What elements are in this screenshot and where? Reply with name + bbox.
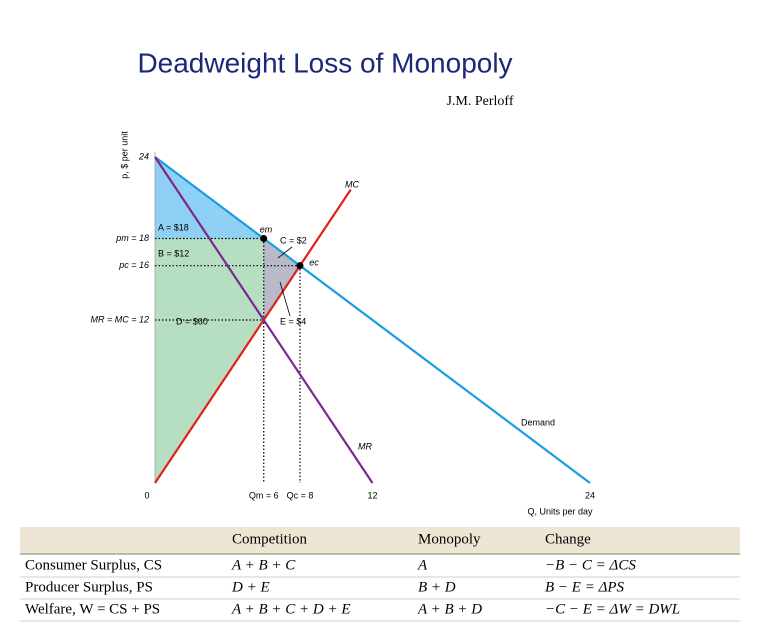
plot: MR = MC = 12 pc = 16 pm = 18 24 0 Qm = 6 Qc = … xyxy=(90,151,595,500)
x-tick-label: Qm = 6 xyxy=(249,490,279,500)
series-label: MR xyxy=(358,441,372,451)
leader xyxy=(279,281,291,317)
point-label: em xyxy=(260,224,273,234)
y-tick-label: MR = MC = 12 xyxy=(90,314,149,324)
table-cell: A xyxy=(417,557,428,573)
producer-surplus-area xyxy=(155,238,264,483)
x-tick-label: 0 xyxy=(144,490,149,500)
table-cell: −C − E = ΔW = DWL xyxy=(545,601,680,617)
y-axis-label: p, $ per unit xyxy=(119,131,129,179)
table-cell: A + B + C + D + E xyxy=(231,601,351,617)
table-cell: A + B + D xyxy=(417,601,482,617)
table-cell: A + B + C xyxy=(231,557,296,573)
point-label: ec xyxy=(309,257,319,267)
x-tick-label: Qc = 8 xyxy=(287,490,314,500)
y-tick-label: 24 xyxy=(138,151,149,161)
series-label: Demand xyxy=(521,417,555,427)
y-tick-label: pc = 16 xyxy=(118,260,149,270)
column-header: Change xyxy=(545,531,591,547)
row-label: Producer Surplus, PS xyxy=(25,579,153,595)
table-cell: −B − C = ΔCS xyxy=(545,557,636,573)
point xyxy=(260,235,268,242)
x-tick-label: 24 xyxy=(585,490,595,500)
column-header: Monopoly xyxy=(418,531,481,547)
line xyxy=(154,156,591,484)
area-label: C = $2 xyxy=(280,235,307,245)
x-axis-label: Q, Units per day xyxy=(527,506,593,516)
line xyxy=(154,188,352,484)
area-label: B = $12 xyxy=(158,248,189,258)
table: Competition Monopoly Change Consumer Surplu… xyxy=(20,531,740,622)
row-label: Consumer Surplus, CS xyxy=(25,557,162,573)
table-cell: B − E = ΔPS xyxy=(545,579,625,595)
line xyxy=(154,156,374,484)
table-cell: D + E xyxy=(231,579,270,595)
area-label: E = $4 xyxy=(280,316,306,326)
chart-subtitle: J.M. Perloff xyxy=(446,94,513,109)
series-label: MC xyxy=(345,179,359,189)
leader xyxy=(277,246,293,259)
area-label: D = $60 xyxy=(176,316,208,326)
row-label: Welfare, W = CS + PS xyxy=(25,601,160,617)
column-header: Competition xyxy=(232,531,308,547)
point xyxy=(296,262,304,270)
x-tick-label: 12 xyxy=(367,490,377,500)
table-cell: B + D xyxy=(418,579,456,595)
y-tick-label: pm = 18 xyxy=(115,233,149,243)
table-header-bg xyxy=(20,527,740,554)
chart-title: Deadweight Loss of Monopoly xyxy=(137,47,512,78)
area-label: A = $18 xyxy=(158,222,189,232)
